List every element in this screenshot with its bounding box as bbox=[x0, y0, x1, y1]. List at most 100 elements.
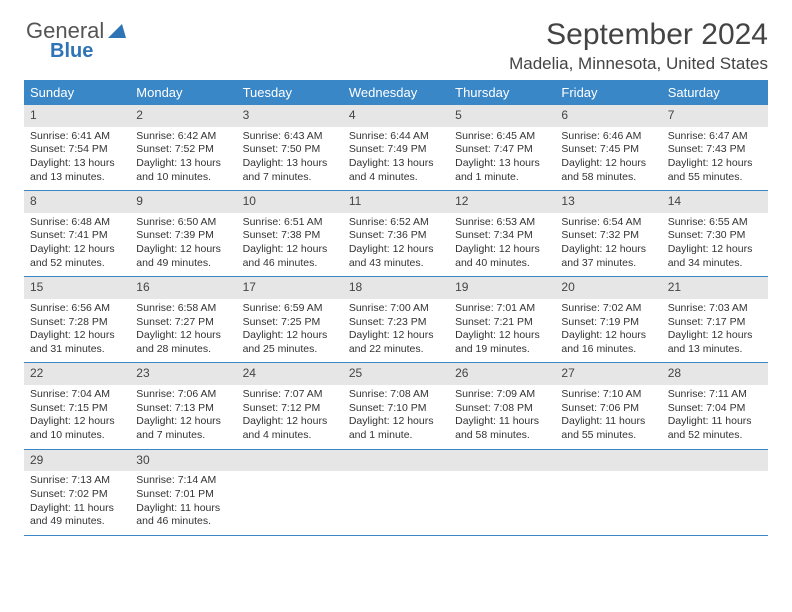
day-body: Sunrise: 7:08 AMSunset: 7:10 PMDaylight:… bbox=[343, 385, 449, 449]
day-line: Sunset: 7:34 PM bbox=[455, 229, 549, 243]
week-row: 22Sunrise: 7:04 AMSunset: 7:15 PMDayligh… bbox=[24, 363, 768, 449]
day-line: and 55 minutes. bbox=[561, 429, 655, 443]
day-line: Sunset: 7:06 PM bbox=[561, 402, 655, 416]
day-cell: 4Sunrise: 6:44 AMSunset: 7:49 PMDaylight… bbox=[343, 105, 449, 190]
day-line: and 4 minutes. bbox=[349, 171, 443, 185]
day-line: Daylight: 13 hours bbox=[349, 157, 443, 171]
day-body: Sunrise: 7:01 AMSunset: 7:21 PMDaylight:… bbox=[449, 299, 555, 363]
day-body: Sunrise: 6:55 AMSunset: 7:30 PMDaylight:… bbox=[662, 213, 768, 277]
day-line: and 58 minutes. bbox=[561, 171, 655, 185]
day-number: 8 bbox=[24, 191, 130, 213]
day-body: Sunrise: 7:10 AMSunset: 7:06 PMDaylight:… bbox=[555, 385, 661, 449]
day-cell: 3Sunrise: 6:43 AMSunset: 7:50 PMDaylight… bbox=[237, 105, 343, 190]
day-cell bbox=[343, 450, 449, 535]
day-line: Daylight: 13 hours bbox=[30, 157, 124, 171]
day-body: Sunrise: 6:53 AMSunset: 7:34 PMDaylight:… bbox=[449, 213, 555, 277]
day-number: 6 bbox=[555, 105, 661, 127]
day-cell: 12Sunrise: 6:53 AMSunset: 7:34 PMDayligh… bbox=[449, 191, 555, 276]
day-line: Daylight: 12 hours bbox=[455, 329, 549, 343]
day-cell: 2Sunrise: 6:42 AMSunset: 7:52 PMDaylight… bbox=[130, 105, 236, 190]
day-line: Sunrise: 7:04 AM bbox=[30, 388, 124, 402]
day-number: 4 bbox=[343, 105, 449, 127]
day-line: Sunrise: 6:58 AM bbox=[136, 302, 230, 316]
day-line: and 28 minutes. bbox=[136, 343, 230, 357]
day-cell: 23Sunrise: 7:06 AMSunset: 7:13 PMDayligh… bbox=[130, 363, 236, 448]
day-number bbox=[449, 450, 555, 472]
day-number: 16 bbox=[130, 277, 236, 299]
day-cell: 14Sunrise: 6:55 AMSunset: 7:30 PMDayligh… bbox=[662, 191, 768, 276]
day-line: Sunrise: 6:55 AM bbox=[668, 216, 762, 230]
day-number bbox=[662, 450, 768, 472]
day-line: Sunrise: 7:07 AM bbox=[243, 388, 337, 402]
day-line: and 13 minutes. bbox=[30, 171, 124, 185]
day-number: 25 bbox=[343, 363, 449, 385]
day-line: Sunset: 7:21 PM bbox=[455, 316, 549, 330]
day-cell: 29Sunrise: 7:13 AMSunset: 7:02 PMDayligh… bbox=[24, 450, 130, 535]
day-cell: 10Sunrise: 6:51 AMSunset: 7:38 PMDayligh… bbox=[237, 191, 343, 276]
day-line: Sunrise: 7:03 AM bbox=[668, 302, 762, 316]
week-row: 8Sunrise: 6:48 AMSunset: 7:41 PMDaylight… bbox=[24, 191, 768, 277]
day-line: Sunrise: 6:46 AM bbox=[561, 130, 655, 144]
dow-label: Friday bbox=[555, 80, 661, 105]
day-number: 1 bbox=[24, 105, 130, 127]
day-cell: 21Sunrise: 7:03 AMSunset: 7:17 PMDayligh… bbox=[662, 277, 768, 362]
day-number: 5 bbox=[449, 105, 555, 127]
day-line: and 1 minute. bbox=[349, 429, 443, 443]
day-line: Sunset: 7:12 PM bbox=[243, 402, 337, 416]
day-line: Sunrise: 7:13 AM bbox=[30, 474, 124, 488]
day-number: 13 bbox=[555, 191, 661, 213]
day-cell: 24Sunrise: 7:07 AMSunset: 7:12 PMDayligh… bbox=[237, 363, 343, 448]
day-line: Daylight: 12 hours bbox=[668, 329, 762, 343]
day-line: Sunrise: 6:56 AM bbox=[30, 302, 124, 316]
day-number: 30 bbox=[130, 450, 236, 472]
day-line: Sunrise: 7:09 AM bbox=[455, 388, 549, 402]
day-line: and 43 minutes. bbox=[349, 257, 443, 271]
day-number: 23 bbox=[130, 363, 236, 385]
day-line: Sunrise: 6:42 AM bbox=[136, 130, 230, 144]
day-body: Sunrise: 6:59 AMSunset: 7:25 PMDaylight:… bbox=[237, 299, 343, 363]
day-cell: 7Sunrise: 6:47 AMSunset: 7:43 PMDaylight… bbox=[662, 105, 768, 190]
day-line: and 52 minutes. bbox=[668, 429, 762, 443]
day-body: Sunrise: 7:00 AMSunset: 7:23 PMDaylight:… bbox=[343, 299, 449, 363]
day-line: Daylight: 11 hours bbox=[668, 415, 762, 429]
day-number: 15 bbox=[24, 277, 130, 299]
day-number: 9 bbox=[130, 191, 236, 213]
day-number: 17 bbox=[237, 277, 343, 299]
day-line: Daylight: 12 hours bbox=[30, 415, 124, 429]
day-number: 28 bbox=[662, 363, 768, 385]
dow-label: Monday bbox=[130, 80, 236, 105]
day-line: Sunset: 7:28 PM bbox=[30, 316, 124, 330]
day-line: Sunrise: 6:47 AM bbox=[668, 130, 762, 144]
day-line: and 58 minutes. bbox=[455, 429, 549, 443]
day-body: Sunrise: 7:09 AMSunset: 7:08 PMDaylight:… bbox=[449, 385, 555, 449]
day-body: Sunrise: 6:51 AMSunset: 7:38 PMDaylight:… bbox=[237, 213, 343, 277]
day-number: 20 bbox=[555, 277, 661, 299]
day-line: Daylight: 12 hours bbox=[349, 329, 443, 343]
day-body: Sunrise: 6:52 AMSunset: 7:36 PMDaylight:… bbox=[343, 213, 449, 277]
day-cell: 6Sunrise: 6:46 AMSunset: 7:45 PMDaylight… bbox=[555, 105, 661, 190]
day-number: 29 bbox=[24, 450, 130, 472]
location: Madelia, Minnesota, United States bbox=[24, 54, 768, 74]
day-body: Sunrise: 6:44 AMSunset: 7:49 PMDaylight:… bbox=[343, 127, 449, 191]
day-line: Daylight: 11 hours bbox=[455, 415, 549, 429]
day-line: Sunset: 7:15 PM bbox=[30, 402, 124, 416]
day-line: Sunrise: 7:14 AM bbox=[136, 474, 230, 488]
day-line: and 37 minutes. bbox=[561, 257, 655, 271]
day-body: Sunrise: 7:14 AMSunset: 7:01 PMDaylight:… bbox=[130, 471, 236, 535]
day-cell: 13Sunrise: 6:54 AMSunset: 7:32 PMDayligh… bbox=[555, 191, 661, 276]
day-cell: 30Sunrise: 7:14 AMSunset: 7:01 PMDayligh… bbox=[130, 450, 236, 535]
day-line: Sunrise: 6:59 AM bbox=[243, 302, 337, 316]
dow-label: Thursday bbox=[449, 80, 555, 105]
day-number: 11 bbox=[343, 191, 449, 213]
day-body: Sunrise: 6:58 AMSunset: 7:27 PMDaylight:… bbox=[130, 299, 236, 363]
day-line: Sunset: 7:50 PM bbox=[243, 143, 337, 157]
day-line: Daylight: 11 hours bbox=[561, 415, 655, 429]
day-line: and 55 minutes. bbox=[668, 171, 762, 185]
day-line: Daylight: 12 hours bbox=[561, 243, 655, 257]
day-body: Sunrise: 6:42 AMSunset: 7:52 PMDaylight:… bbox=[130, 127, 236, 191]
day-cell: 17Sunrise: 6:59 AMSunset: 7:25 PMDayligh… bbox=[237, 277, 343, 362]
day-number: 3 bbox=[237, 105, 343, 127]
day-line: Sunset: 7:43 PM bbox=[668, 143, 762, 157]
day-cell: 15Sunrise: 6:56 AMSunset: 7:28 PMDayligh… bbox=[24, 277, 130, 362]
day-cell: 19Sunrise: 7:01 AMSunset: 7:21 PMDayligh… bbox=[449, 277, 555, 362]
